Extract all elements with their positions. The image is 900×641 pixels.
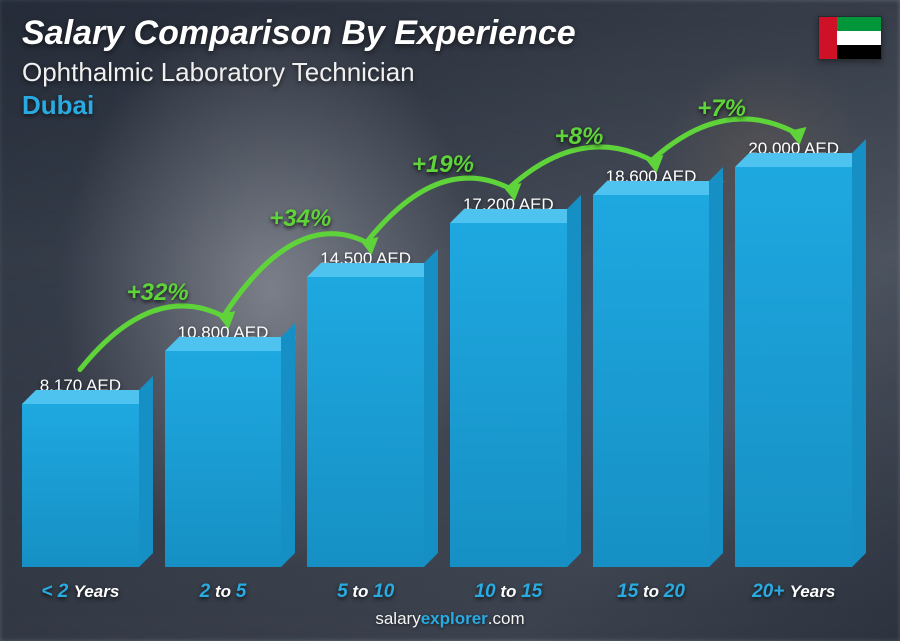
bar-side: [424, 249, 438, 567]
bar-category-label: 20+ Years: [752, 581, 835, 603]
bar-top: [735, 153, 866, 167]
bar-side: [709, 167, 723, 567]
bar-side: [139, 376, 153, 567]
percent-increase-label: +8%: [555, 123, 604, 151]
flag-hoist: [819, 17, 837, 59]
bar-top: [165, 337, 296, 351]
bar-top: [307, 263, 438, 277]
chart-title: Salary Comparison By Experience: [22, 14, 820, 53]
bar-category-label: 15 to 20: [617, 581, 685, 603]
percent-increase-label: +19%: [412, 151, 474, 179]
bar-category-label: 5 to 10: [337, 581, 394, 603]
bar-category-label: 10 to 15: [474, 581, 542, 603]
bar-slot: 14,500 AED5 to 10: [307, 249, 424, 567]
footer-attribution: salaryexplorer.com: [0, 609, 900, 629]
footer-prefix: salary: [375, 609, 420, 628]
bar-top: [450, 209, 581, 223]
bar: [450, 223, 567, 567]
bar-slot: 18,600 AED15 to 20: [593, 167, 710, 567]
footer-accent: explorer: [421, 609, 488, 628]
bar: [22, 404, 139, 567]
bar-front: [450, 223, 567, 567]
bar-chart: 8,170 AED< 2 Years10,800 AED2 to 514,500…: [22, 107, 852, 567]
percent-increase-label: +34%: [269, 205, 331, 233]
chart-subtitle: Ophthalmic Laboratory Technician: [22, 57, 820, 88]
bar-side: [852, 139, 866, 567]
bar-slot: 20,000 AED20+ Years: [735, 139, 852, 567]
bar-slot: 8,170 AED< 2 Years: [22, 376, 139, 567]
bar-front: [307, 277, 424, 567]
percent-increase-label: +7%: [697, 95, 746, 123]
percent-increase-label: +32%: [127, 279, 189, 307]
bar: [735, 167, 852, 567]
bar-front: [22, 404, 139, 567]
bar: [307, 277, 424, 567]
bar-top: [593, 181, 724, 195]
bar-slot: 17,200 AED10 to 15: [450, 195, 567, 567]
bar-top: [22, 390, 153, 404]
uae-flag-icon: [818, 16, 882, 60]
bar-category-label: < 2 Years: [41, 581, 119, 603]
bar: [593, 195, 710, 567]
bar-front: [165, 351, 282, 567]
bar-category-label: 2 to 5: [200, 581, 247, 603]
bar-side: [281, 323, 295, 567]
bar-front: [593, 195, 710, 567]
bar-side: [567, 195, 581, 567]
footer-suffix: .com: [488, 609, 525, 628]
bar-slot: 10,800 AED2 to 5: [165, 323, 282, 567]
bar: [165, 351, 282, 567]
bar-front: [735, 167, 852, 567]
